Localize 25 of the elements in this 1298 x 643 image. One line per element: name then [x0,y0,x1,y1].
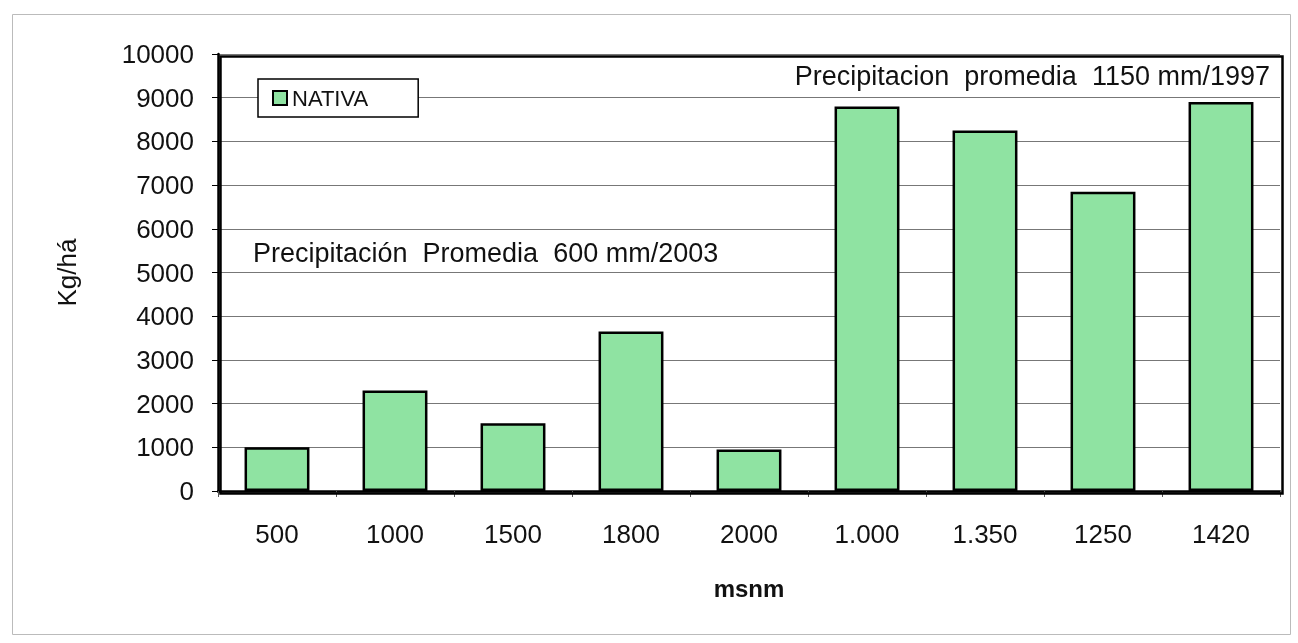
x-tick-label: 1.350 [952,519,1018,549]
x-tick-label: 1420 [1192,519,1250,549]
legend-label: NATIVA [292,85,369,111]
y-tick-label: 5000 [136,257,194,288]
x-tick-label: 500 [255,519,299,549]
y-tick-label: 2000 [136,388,194,419]
y-tick-label: 0 [179,476,194,506]
annotation: Precipitacion promedia 1150 mm/1997 [794,60,1271,91]
x-tick-label: 2000 [720,519,778,549]
y-tick-label: 3000 [136,344,194,375]
y-axis-title: Kg/há [52,237,82,307]
x-tick-label: 1800 [602,519,660,549]
x-tick-label: 1250 [1074,519,1132,549]
y-tick-label: 8000 [136,126,194,157]
x-axis-title: msnm [713,574,785,602]
y-tick-label: 6000 [136,213,194,244]
y-tick-label: 7000 [136,170,194,201]
x-tick-label: 1500 [484,519,542,549]
x-tick-label: 1000 [366,519,424,549]
x-tick-label: 1.000 [834,519,900,549]
y-tick-label: 1000 [136,432,194,463]
annotation: Precipitación Promedia 600 mm/2003 [253,237,719,268]
y-tick-label: 10000 [121,39,194,69]
y-tick-label: 4000 [136,301,194,332]
y-tick-label: 9000 [136,82,194,113]
